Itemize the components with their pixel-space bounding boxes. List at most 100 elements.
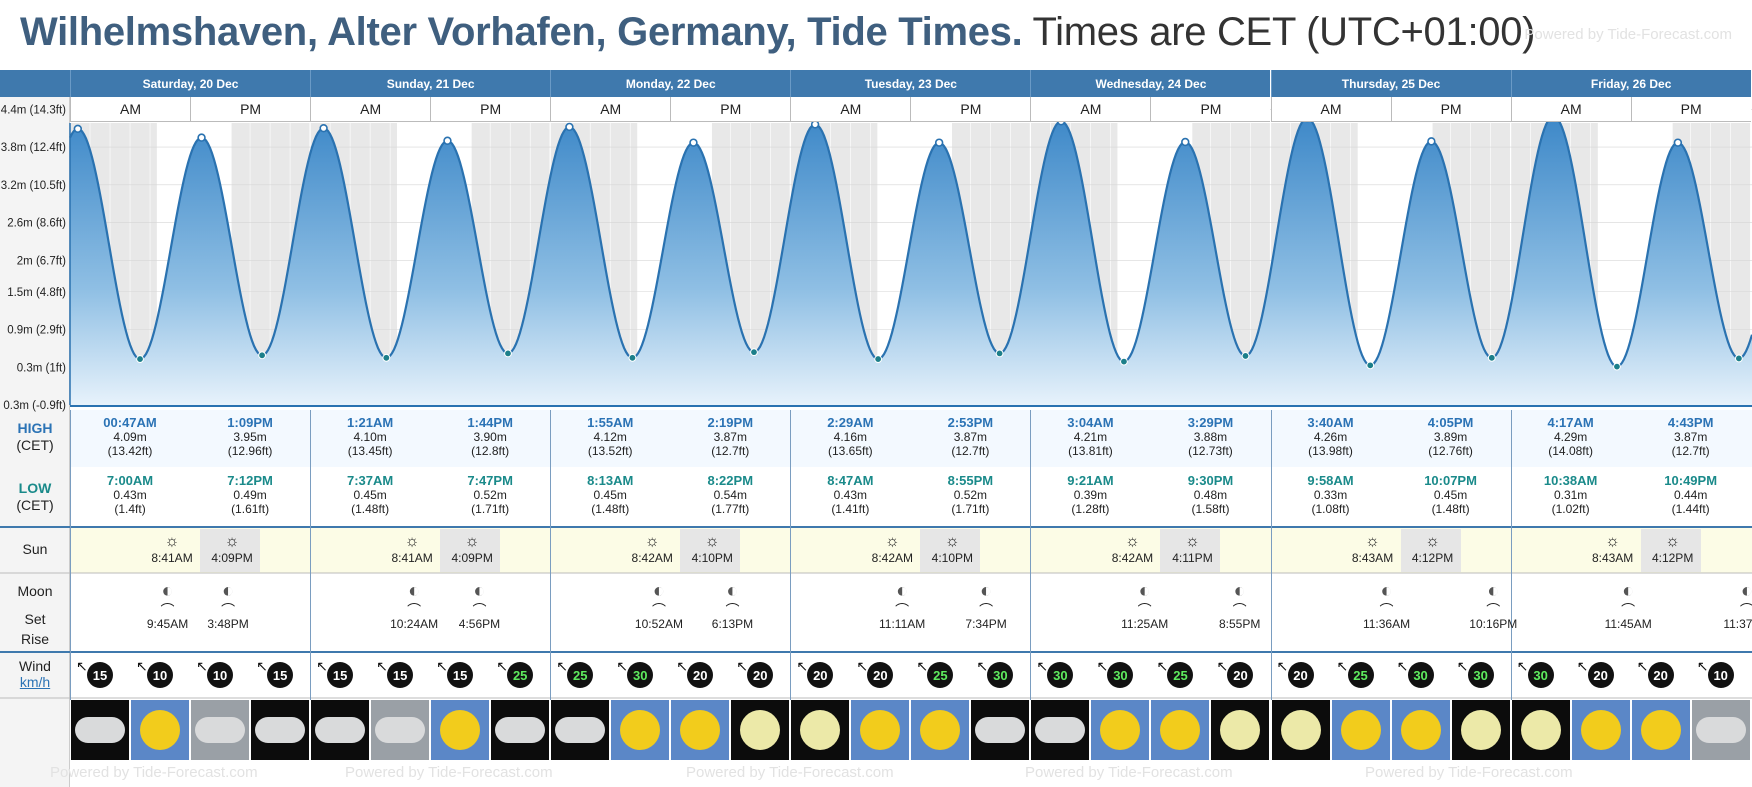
sunset-entry: ☼ 4:12PM	[1403, 533, 1463, 565]
powered-by[interactable]: Powered by Tide-Forecast.com	[1524, 26, 1732, 43]
wind-direction-icon: ↖	[1696, 658, 1709, 674]
high-tide-height-ft: (12.76ft)	[1428, 444, 1473, 458]
wind-direction-icon: ↖	[856, 658, 869, 674]
y-tick-label: 0.9m (2.9ft)	[7, 325, 66, 337]
high-tide-time: 4:17AM	[1547, 415, 1594, 430]
sunset-time: 4:09PM	[211, 551, 253, 565]
moon-set-entry: ◐ ⌒ 4:56PM	[447, 580, 511, 631]
high-tide-height-m: 4.21m	[1073, 430, 1108, 444]
high-tide-height-m: 4.12m	[593, 430, 627, 444]
y-tick-label: 1.5m (4.8ft)	[7, 287, 66, 299]
low-tide-entry: 7:47PM 0.52m (1.71ft)	[430, 474, 550, 517]
wind-unit-link[interactable]: km/h	[19, 674, 51, 690]
sunset-time: 4:12PM	[1651, 551, 1694, 565]
low-tide-point[interactable]	[874, 355, 883, 363]
high-tide-point[interactable]	[934, 138, 944, 147]
moon-rise-entry: ◐ ⌒ 11:11AM	[870, 580, 934, 631]
left-axis-column	[0, 70, 70, 787]
weather-overcast-icon	[191, 700, 250, 760]
weather-symbol	[555, 717, 606, 743]
low-tide-point[interactable]	[1120, 357, 1128, 366]
moon-set-time: 6:13PM	[711, 617, 754, 631]
high-row-tz: (CET)	[16, 437, 54, 453]
low-tide-point[interactable]	[1366, 361, 1375, 370]
weather-partly-cloudy-icon	[611, 700, 670, 760]
high-tide-point[interactable]	[1673, 138, 1683, 147]
low-tide-entry: 9:21AM 0.39m (1.28ft)	[1030, 474, 1150, 517]
weather-symbol	[1520, 710, 1561, 750]
wind-speed-badge: 25	[1167, 662, 1194, 688]
high-tide-point[interactable]	[1181, 137, 1190, 147]
high-row-label: HIGH	[17, 420, 53, 436]
sunrise-entry: ☼ 8:41AM	[382, 533, 442, 565]
wind-direction-icon: ↖	[1516, 658, 1529, 674]
sunset-entry: ☼ 4:11PM	[1162, 533, 1222, 565]
wind-speed-badge: 30	[1047, 662, 1074, 688]
low-tide-point[interactable]	[628, 353, 637, 362]
high-tide-entry: 00:47AM 4.09m (13.42ft)	[70, 416, 190, 459]
sun-row-label: Sun	[22, 541, 48, 557]
sunrise-time: 8:41AM	[391, 551, 433, 565]
low-tide-point[interactable]	[1241, 352, 1250, 360]
sunset-entry: ☼ 4:12PM	[1643, 533, 1703, 565]
wind-direction-icon: ↖	[136, 658, 148, 674]
high-tide-point[interactable]	[197, 133, 206, 142]
sunset-time: 4:09PM	[451, 551, 493, 565]
weather-symbol	[1100, 710, 1141, 750]
weather-clear-night-icon	[1211, 700, 1270, 760]
low-tide-point[interactable]	[504, 349, 512, 358]
wind-speed-badge: 30	[987, 662, 1014, 688]
wind-speed-badge: 10	[1707, 662, 1734, 688]
moon-rise-time: 11:45AM	[1604, 617, 1652, 631]
moon-row-label: Moon	[17, 583, 53, 599]
high-tide-point[interactable]	[73, 124, 83, 133]
low-tide-point[interactable]	[750, 348, 758, 357]
high-tide-point[interactable]	[443, 136, 452, 145]
high-tide-point[interactable]	[810, 120, 820, 129]
low-tide-height-ft: (1.28ft)	[1071, 502, 1110, 516]
wind-speed-badge: 20	[867, 662, 894, 688]
low-tide-point[interactable]	[382, 353, 391, 362]
sunset-icon: ☼	[1425, 533, 1440, 550]
wind-direction-icon: ↖	[1036, 658, 1049, 674]
weather-sunny-icon	[1091, 700, 1150, 760]
sunrise-entry: ☼ 8:41AM	[142, 533, 202, 565]
high-tide-time: 4:43PM	[1667, 415, 1714, 430]
low-tide-entry: 8:47AM 0.43m (1.41ft)	[790, 474, 910, 517]
moon-phase-icon: ◐	[408, 580, 421, 602]
moon-rise-entry: ◐ ⌒ 10:24AM	[382, 580, 446, 631]
moon-set-time: 11:37PM	[1723, 617, 1752, 631]
high-tide-point[interactable]	[689, 138, 698, 147]
high-tide-time: 2:29AM	[827, 415, 874, 430]
sun-row-bg	[70, 528, 1752, 573]
weather-cloudy-night-icon	[311, 700, 370, 760]
low-tide-point[interactable]	[1487, 353, 1496, 362]
low-tide-point[interactable]	[1613, 362, 1621, 371]
high-tide-point[interactable]	[1427, 137, 1436, 146]
wind-direction-icon: ↖	[256, 658, 268, 674]
high-tide-height-ft: (12.73ft)	[1188, 444, 1233, 458]
y-tick-label: 2m (6.7ft)	[17, 255, 66, 267]
low-tide-point[interactable]	[1734, 354, 1743, 363]
low-tide-point[interactable]	[136, 355, 144, 363]
low-tide-height-m: 0.48m	[1193, 488, 1228, 502]
footer-watermark: Powered by Tide-Forecast.com	[686, 764, 894, 781]
weather-sunny-icon	[1151, 700, 1210, 760]
high-tide-point[interactable]	[319, 123, 328, 133]
low-tide-height-ft: (1.4ft)	[114, 502, 146, 516]
weather-symbol	[1640, 710, 1681, 750]
footer-watermark: Powered by Tide-Forecast.com	[1365, 764, 1573, 781]
low-tide-point[interactable]	[995, 349, 1004, 358]
low-tide-entry: 7:00AM 0.43m (1.4ft)	[70, 474, 190, 517]
low-tide-point[interactable]	[258, 351, 266, 360]
high-tide-height-ft: (12.7ft)	[1671, 444, 1710, 458]
wind-direction-icon: ↖	[1276, 658, 1289, 674]
sunset-bg	[1400, 529, 1461, 572]
day-header-1: Sunday, 21 Dec	[310, 70, 551, 97]
timezone-note: Times are CET (UTC+01:00)	[1032, 10, 1536, 54]
weather-sunny-icon	[671, 700, 730, 760]
high-tide-height-m: 4.16m	[833, 430, 867, 444]
wind-direction-icon: ↖	[1216, 658, 1229, 674]
high-tide-point[interactable]	[565, 122, 574, 132]
sunrise-entry: ☼ 8:42AM	[862, 533, 922, 565]
